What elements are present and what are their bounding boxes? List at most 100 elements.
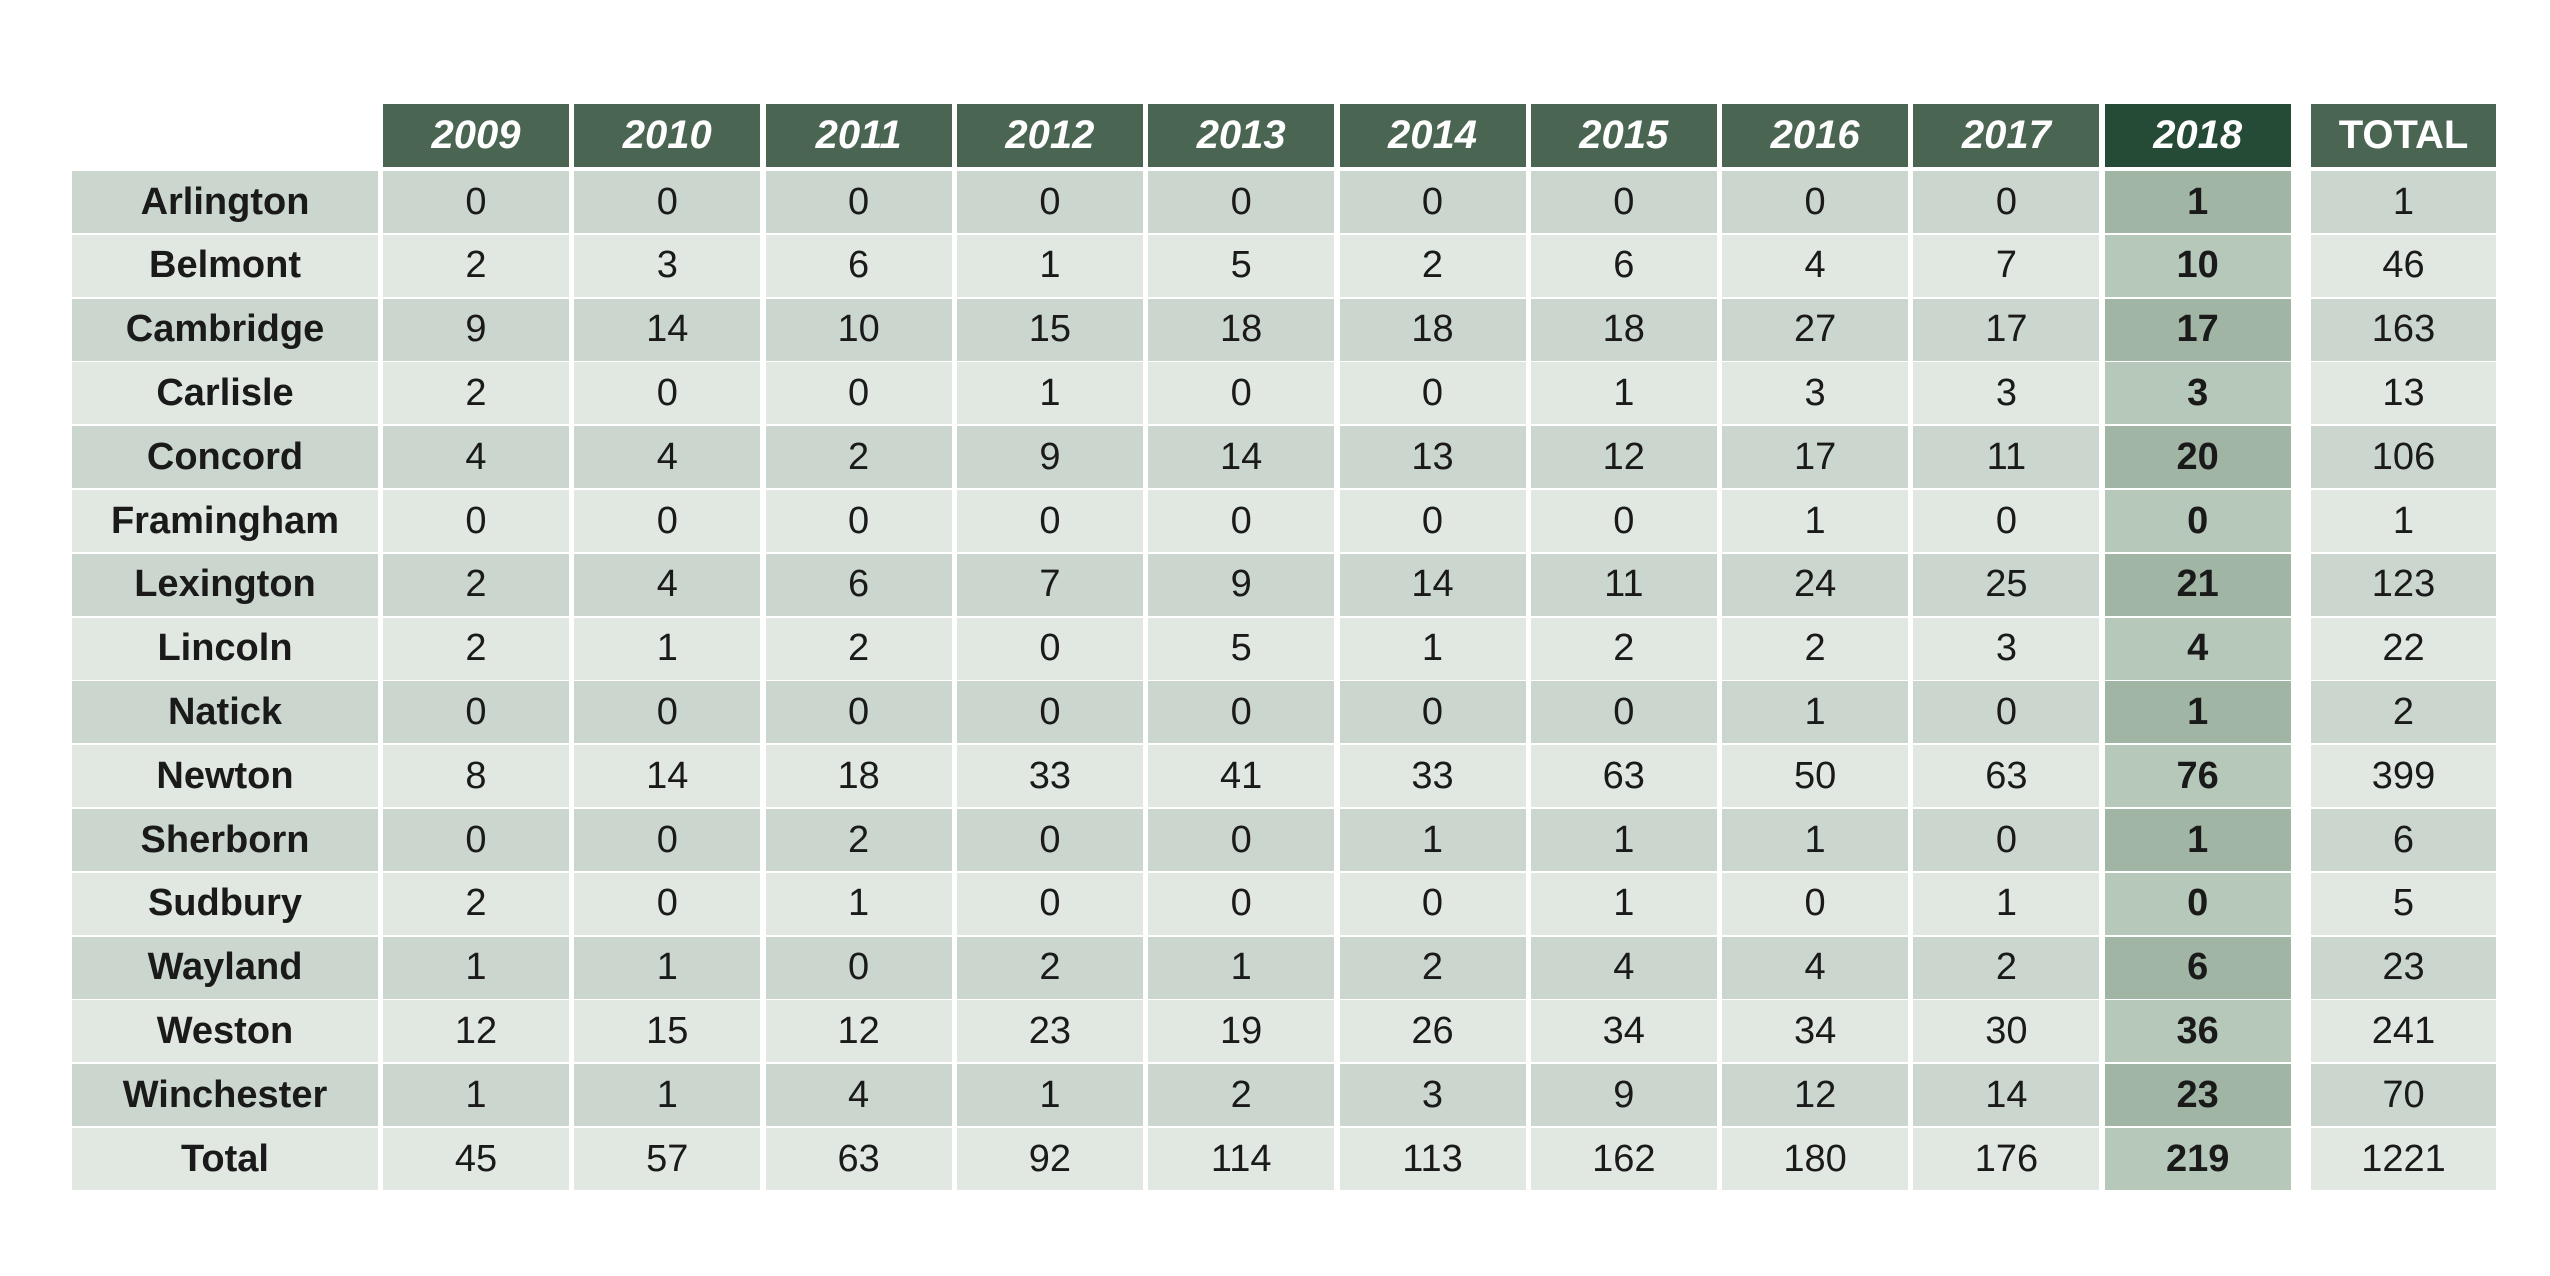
table-cell: 7 [1913, 234, 2100, 297]
table-cell: 0 [1148, 872, 1335, 935]
table-cell: 0 [1148, 809, 1335, 871]
row-label: Natick [72, 681, 378, 744]
table-cell: 0 [1148, 681, 1335, 744]
table-cell: 12 [383, 1000, 569, 1063]
column-header-2011: 2011 [765, 104, 952, 167]
table-cell: 0 [574, 681, 761, 744]
table-row: Framingham 0 0 0 0 0 0 0 1 0 0 1 [0, 490, 2550, 552]
table-cell: 14 [574, 298, 761, 361]
table-cell: 34 [1722, 1000, 1909, 1063]
column-header-2014: 2014 [1339, 104, 1526, 167]
table-cell: 4 [2104, 617, 2291, 680]
row-label: Newton [72, 745, 378, 808]
table-cell: 9 [383, 298, 569, 361]
table-cell: 14 [1913, 1064, 2100, 1127]
table-cell: 1 [956, 234, 1143, 297]
row-label: Lincoln [72, 617, 378, 680]
table-cell: 21 [2104, 553, 2291, 616]
table-cell: 5 [1148, 617, 1335, 680]
table-cell: 3 [1913, 362, 2100, 425]
table-cell: 7 [956, 553, 1143, 616]
table-cell: 27 [1722, 298, 1909, 361]
table-cell: 50 [1722, 745, 1909, 808]
table-cell: 0 [956, 617, 1143, 680]
row-label: Cambridge [72, 298, 378, 361]
table-cell: 1 [1913, 872, 2100, 935]
table-cell: 76 [2104, 745, 2291, 808]
table-cell: 0 [765, 171, 952, 233]
total-cell: 5 [2311, 872, 2496, 935]
table-cell: 4 [574, 426, 761, 489]
table-cell: 1 [956, 1064, 1143, 1127]
table-cell: 6 [2104, 936, 2291, 999]
table-cell: 2 [765, 617, 952, 680]
table-cell: 0 [765, 681, 952, 744]
table-cell: 0 [956, 872, 1143, 935]
table-cell: 33 [1339, 745, 1526, 808]
table-cell: 2 [383, 553, 569, 616]
table-cell: 1 [574, 936, 761, 999]
row-label: Weston [72, 1000, 378, 1063]
table-cell: 24 [1722, 553, 1909, 616]
table-cell: 9 [956, 426, 1143, 489]
table-cell: 18 [765, 745, 952, 808]
table-cell: 3 [574, 234, 761, 297]
table-cell: 3 [2104, 362, 2291, 425]
table-cell: 1 [574, 617, 761, 680]
table-cell: 18 [1339, 298, 1526, 361]
table-cell: 2 [1722, 617, 1909, 680]
total-cell: 123 [2311, 553, 2496, 616]
table-cell: 0 [765, 362, 952, 425]
table-cell: 0 [1339, 171, 1526, 233]
table-cell: 4 [1530, 936, 1717, 999]
table-cell: 1 [956, 362, 1143, 425]
table-cell: 10 [765, 298, 952, 361]
table-cell: 1 [1530, 362, 1717, 425]
table-cell: 0 [2104, 490, 2291, 552]
column-header-2010: 2010 [574, 104, 761, 167]
table-cell: 113 [1339, 1128, 1526, 1190]
table-cell: 2 [1339, 234, 1526, 297]
table-cell: 3 [1722, 362, 1909, 425]
table-cell: 4 [1722, 936, 1909, 999]
table-cell: 4 [574, 553, 761, 616]
total-cell: 23 [2311, 936, 2496, 999]
table-cell: 0 [956, 490, 1143, 552]
table-cell: 1 [1722, 490, 1909, 552]
table-cell: 1 [765, 872, 952, 935]
table-cell: 3 [1913, 617, 2100, 680]
table-cell: 1 [2104, 171, 2291, 233]
table-cell: 0 [383, 171, 569, 233]
total-cell: 399 [2311, 745, 2496, 808]
table-cell: 25 [1913, 553, 2100, 616]
table-cell: 0 [574, 872, 761, 935]
table-cell: 0 [574, 809, 761, 871]
table-cell: 9 [1148, 553, 1335, 616]
column-header-total: TOTAL [2311, 104, 2496, 167]
table-cell: 19 [1148, 1000, 1335, 1063]
table-cell: 92 [956, 1128, 1143, 1190]
table-cell: 0 [1339, 490, 1526, 552]
table-cell: 4 [383, 426, 569, 489]
table-cell: 63 [1913, 745, 2100, 808]
column-header-2016: 2016 [1722, 104, 1909, 167]
table-cell: 23 [956, 1000, 1143, 1063]
table-cell: 17 [1722, 426, 1909, 489]
row-label: Wayland [72, 936, 378, 999]
table-cell: 1 [1530, 872, 1717, 935]
table-row: Belmont 2 3 6 1 5 2 6 4 7 10 46 [0, 234, 2550, 297]
table-cell: 0 [765, 490, 952, 552]
column-header-2012: 2012 [956, 104, 1143, 167]
total-cell: 70 [2311, 1064, 2496, 1127]
row-label: Lexington [72, 553, 378, 616]
table-cell: 176 [1913, 1128, 2100, 1190]
table-cell: 34 [1530, 1000, 1717, 1063]
table-cell: 162 [1530, 1128, 1717, 1190]
table-cell: 18 [1148, 298, 1335, 361]
table-cell: 4 [1722, 234, 1909, 297]
table-row: Sudbury 2 0 1 0 0 0 1 0 1 0 5 [0, 872, 2550, 935]
table-cell: 12 [1530, 426, 1717, 489]
table-cell: 2 [383, 617, 569, 680]
table-cell: 41 [1148, 745, 1335, 808]
table-cell: 20 [2104, 426, 2291, 489]
